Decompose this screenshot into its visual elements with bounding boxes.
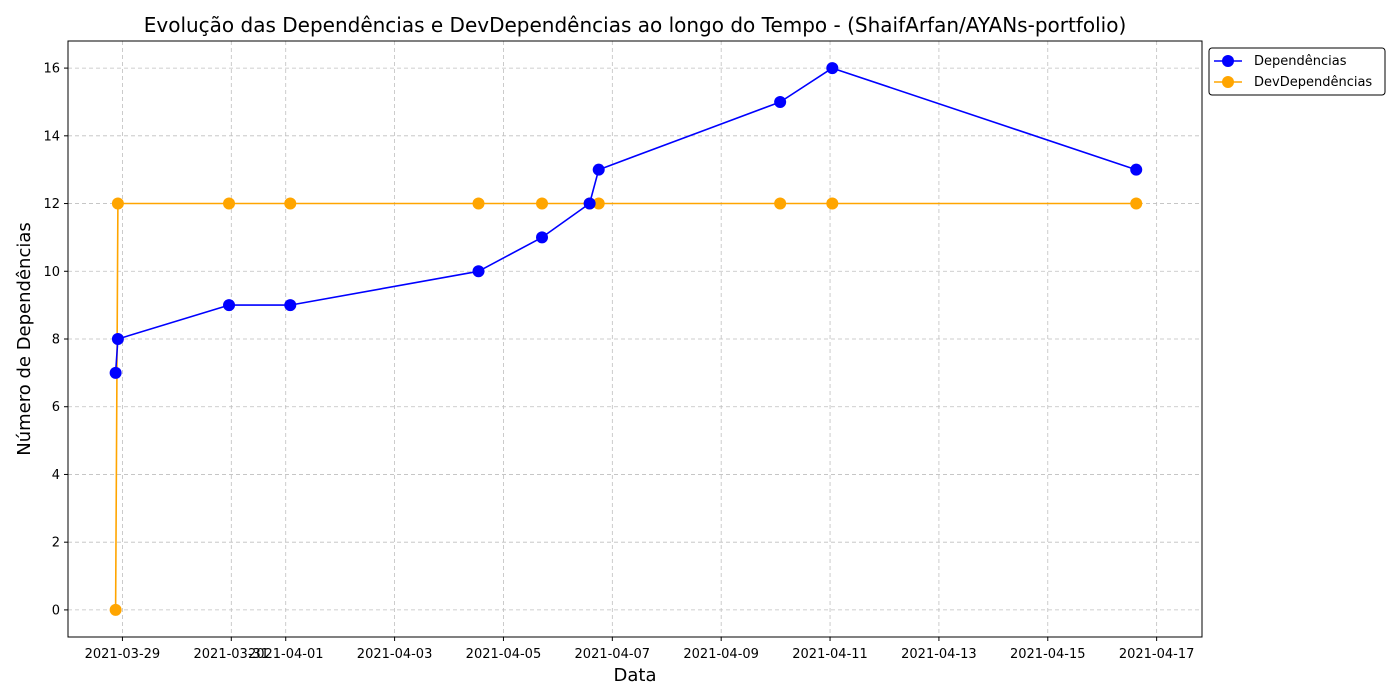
y-tick-label: 6 (52, 400, 60, 415)
y-tick-label: 14 (43, 129, 60, 144)
x-tick-label: 2021-04-09 (683, 647, 759, 662)
data-point-dependencias (592, 163, 605, 176)
grid-layer (68, 41, 1202, 637)
data-point-devdependencias (472, 197, 485, 210)
chart-title: Evolução das Dependências e DevDependênc… (144, 13, 1127, 37)
x-tick-label: 2021-04-03 (357, 647, 433, 662)
data-point-devdependencias (826, 197, 839, 210)
x-tick-label: 2021-04-17 (1119, 647, 1195, 662)
legend-marker-devdependencias (1222, 76, 1234, 88)
legend: Dependências DevDependências (1208, 47, 1386, 96)
x-tick-label: 2021-04-01 (248, 647, 324, 662)
data-point-dependencias (1130, 163, 1143, 176)
x-tick-label: 2021-03-29 (85, 647, 161, 662)
series-dependencias (109, 62, 1143, 379)
data-point-devdependencias (1130, 197, 1143, 210)
y-tick-label: 8 (52, 333, 60, 348)
data-point-dependencias (223, 299, 236, 312)
series-line-dependencias (114, 67, 1137, 373)
data-point-devdependencias (774, 197, 787, 210)
data-point-devdependencias (109, 603, 122, 616)
y-tick-label: 4 (52, 468, 60, 483)
y-tick-label: 10 (43, 265, 60, 280)
legend-label-devdependencias: DevDependências (1254, 75, 1372, 90)
x-tick-label: 2021-03-31 (194, 647, 270, 662)
legend-box (1208, 47, 1386, 96)
series-layer (109, 62, 1143, 616)
data-point-dependencias (826, 62, 839, 75)
legend-marker-dependencias (1222, 55, 1234, 67)
data-point-devdependencias (536, 197, 549, 210)
y-tick-label: 16 (43, 62, 60, 77)
legend-label-dependencias: Dependências (1254, 54, 1347, 69)
data-point-dependencias (111, 333, 124, 345)
data-point-dependencias (536, 231, 549, 244)
y-tick-label: 12 (43, 197, 60, 212)
y-tick-label: 2 (52, 536, 60, 551)
y-axis-label: Número de Dependências (14, 222, 35, 456)
data-point-dependencias (472, 265, 485, 278)
x-tick-label: 2021-04-15 (1010, 647, 1086, 662)
x-axis-label: Data (614, 665, 657, 686)
data-point-devdependencias (592, 197, 605, 210)
data-point-dependencias (774, 95, 787, 108)
data-point-devdependencias (284, 197, 297, 210)
data-point-dependencias (109, 366, 122, 379)
x-tick-label: 2021-04-07 (575, 647, 651, 662)
data-point-devdependencias (111, 197, 124, 210)
series-line-devdependencias (114, 202, 1137, 610)
x-tick-label: 2021-04-13 (901, 647, 977, 662)
x-tick-label: 2021-04-05 (466, 647, 542, 662)
data-point-dependencias (284, 299, 297, 312)
data-point-devdependencias (223, 197, 236, 210)
y-tick-label: 0 (52, 603, 60, 618)
data-point-dependencias (583, 197, 596, 210)
x-tick-label: 2021-04-11 (792, 647, 868, 662)
